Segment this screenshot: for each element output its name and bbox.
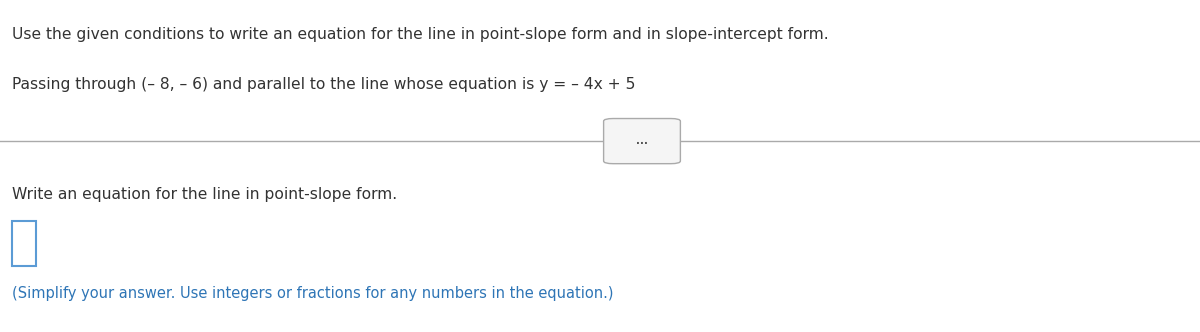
Text: ...: ...: [636, 136, 648, 146]
Text: Use the given conditions to write an equation for the line in point-slope form a: Use the given conditions to write an equ…: [12, 27, 829, 42]
Text: (Simplify your answer. Use integers or fractions for any numbers in the equation: (Simplify your answer. Use integers or f…: [12, 286, 613, 301]
FancyBboxPatch shape: [604, 119, 680, 164]
Text: Write an equation for the line in point-slope form.: Write an equation for the line in point-…: [12, 187, 397, 202]
FancyBboxPatch shape: [12, 221, 36, 266]
Text: Passing through (– 8, – 6) and parallel to the line whose equation is y = – 4x +: Passing through (– 8, – 6) and parallel …: [12, 77, 636, 92]
